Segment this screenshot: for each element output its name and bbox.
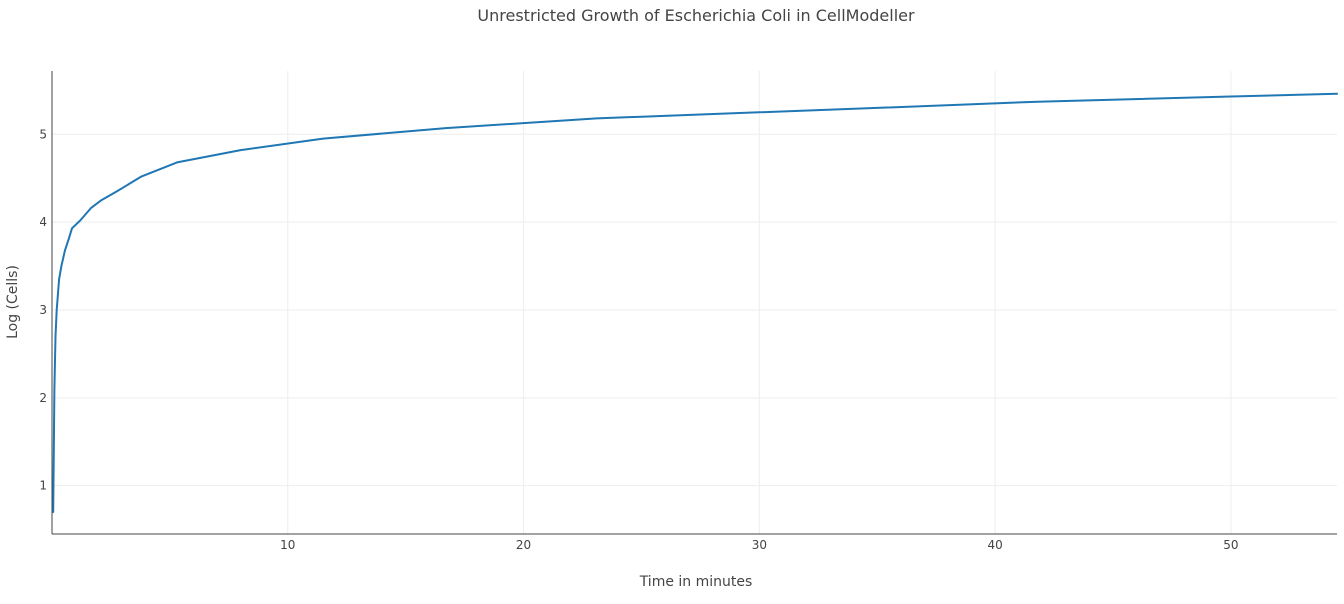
grid-layer	[52, 71, 1337, 534]
y-axis-title: Log (Cells)	[5, 265, 21, 339]
x-tick-label: 20	[516, 538, 531, 552]
y-tick-label: 3	[39, 303, 47, 317]
x-tick-label: 40	[987, 538, 1002, 552]
axis-layer	[51, 71, 1337, 535]
y-tick-label: 1	[39, 479, 47, 493]
tick-label-layer: 10 20 30 40 50 1 2 3 4 5	[39, 127, 1238, 552]
x-axis-title: Time in minutes	[639, 574, 753, 590]
y-tick-label: 5	[39, 127, 47, 141]
series-layer	[52, 92, 1338, 513]
y-tick-label: 4	[39, 215, 47, 229]
chart-title: Unrestricted Growth of Escherichia Coli …	[477, 6, 915, 25]
x-tick-label: 50	[1223, 538, 1238, 552]
x-tick-label: 30	[752, 538, 767, 552]
y-tick-label: 2	[39, 391, 47, 405]
series-line	[52, 92, 1338, 513]
x-tick-label: 10	[280, 538, 295, 552]
